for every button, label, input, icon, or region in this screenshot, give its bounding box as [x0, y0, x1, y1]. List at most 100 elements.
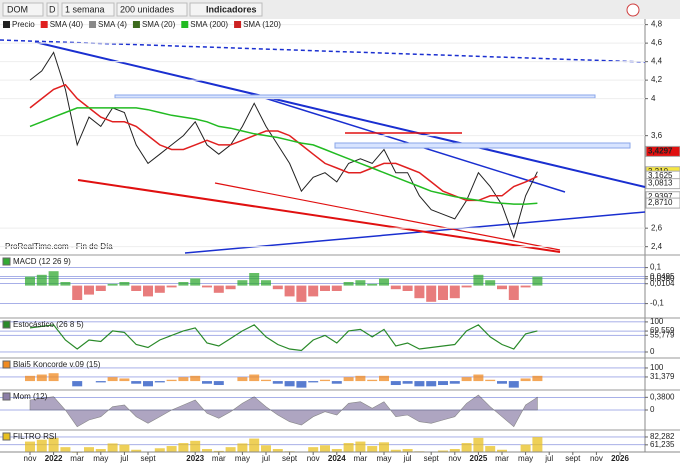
bar: [355, 375, 366, 382]
bar: [25, 276, 35, 286]
symbol-box[interactable]: [2, 2, 44, 17]
price-label-box: [645, 145, 680, 157]
y-tick-label: 0,3800: [650, 392, 675, 401]
x-tick-label: may: [376, 454, 391, 463]
bar: [497, 285, 507, 290]
bar: [213, 450, 224, 452]
bar: [36, 274, 47, 286]
period-key-box[interactable]: [46, 2, 59, 17]
legend-label: SMA (120): [243, 20, 281, 29]
x-tick-label: mar: [354, 454, 368, 463]
y-tick-label: 0,0104: [650, 279, 675, 288]
y-tick-label: 2,6: [651, 223, 663, 232]
bar: [485, 446, 496, 452]
legend-label: SMA (200): [190, 20, 228, 29]
bar: [25, 441, 35, 452]
y-tick-label: 100: [650, 363, 664, 372]
bar: [131, 285, 142, 291]
bar: [449, 285, 460, 299]
y-tick-label: 0,0380: [650, 274, 675, 283]
bar: [508, 381, 519, 388]
trend-line: [214, 182, 561, 251]
y-tick-label: 82,282: [650, 432, 675, 441]
x-tick-label: mar: [70, 454, 84, 463]
y-tick-label: 69,559: [650, 326, 675, 335]
period-box[interactable]: [61, 2, 115, 17]
price-label: 2,8710: [648, 198, 673, 207]
bar: [520, 378, 531, 382]
price-label: 3,1625: [648, 171, 673, 180]
bar: [438, 381, 448, 386]
bar: [36, 439, 47, 452]
bar: [119, 444, 130, 452]
legend-label: SMA (4): [98, 20, 127, 29]
zone: [334, 142, 631, 149]
bar: [296, 381, 307, 388]
x-tick-label: 2024: [328, 454, 346, 463]
bar: [320, 379, 330, 382]
bar: [449, 381, 460, 384]
price-label-box: [645, 178, 680, 190]
bar: [390, 449, 401, 452]
bar: [343, 282, 354, 286]
x-tick-label: sept: [565, 454, 581, 463]
bar: [131, 449, 142, 452]
bar: [48, 271, 59, 286]
bar: [343, 377, 354, 382]
bar: [402, 381, 413, 384]
bar: [72, 285, 83, 300]
panel-title: Mom (12): [13, 392, 48, 401]
y-tick-label: 4,2: [651, 75, 663, 84]
bar: [331, 285, 342, 291]
bar: [272, 285, 283, 290]
bar: [390, 381, 401, 386]
bar: [532, 276, 543, 286]
legend-swatch: [3, 21, 10, 28]
bar: [449, 449, 460, 452]
bar: [390, 285, 401, 290]
y-tick-label: 0: [650, 347, 655, 356]
x-tick-label: mar: [212, 454, 226, 463]
period[interactable]: 1 semana: [65, 4, 105, 14]
bar: [225, 285, 236, 290]
panel-icon: [2, 432, 11, 441]
bar: [25, 375, 35, 382]
price-line: [29, 83, 538, 202]
x-tick-label: nov: [590, 454, 603, 463]
bar: [84, 447, 94, 452]
x-tick-label: mar: [495, 454, 509, 463]
bar: [272, 449, 283, 452]
symbol[interactable]: DOM: [7, 4, 28, 14]
units[interactable]: 200 unidades: [120, 4, 175, 14]
bar: [107, 283, 118, 286]
bar: [178, 377, 189, 382]
bar: [438, 285, 448, 300]
bar: [237, 377, 248, 382]
bar: [414, 285, 425, 299]
indicators-box[interactable]: [189, 2, 263, 17]
trend-line: [34, 41, 646, 188]
bar: [473, 274, 484, 286]
price-label: 3,0813: [648, 179, 673, 188]
line: [29, 324, 538, 352]
y-tick-label: -0,1: [650, 299, 664, 308]
alarm-icon[interactable]: [626, 3, 640, 17]
bar: [308, 285, 319, 297]
period-key[interactable]: D: [49, 4, 56, 14]
y-tick-label: 0: [650, 405, 655, 414]
bar: [520, 444, 531, 452]
units-box[interactable]: [116, 2, 188, 17]
y-tick-label: 4,6: [651, 38, 663, 47]
bar: [355, 280, 366, 286]
bar: [367, 283, 378, 286]
y-tick-label: 3,6: [651, 131, 663, 140]
x-tick-label: nov: [307, 454, 320, 463]
bar: [426, 381, 437, 387]
bar: [131, 381, 142, 384]
bar: [379, 375, 389, 382]
indicators[interactable]: Indicadores: [206, 4, 257, 14]
bar: [249, 438, 260, 452]
panel-title: Estocástico (26 8 5): [13, 320, 84, 329]
